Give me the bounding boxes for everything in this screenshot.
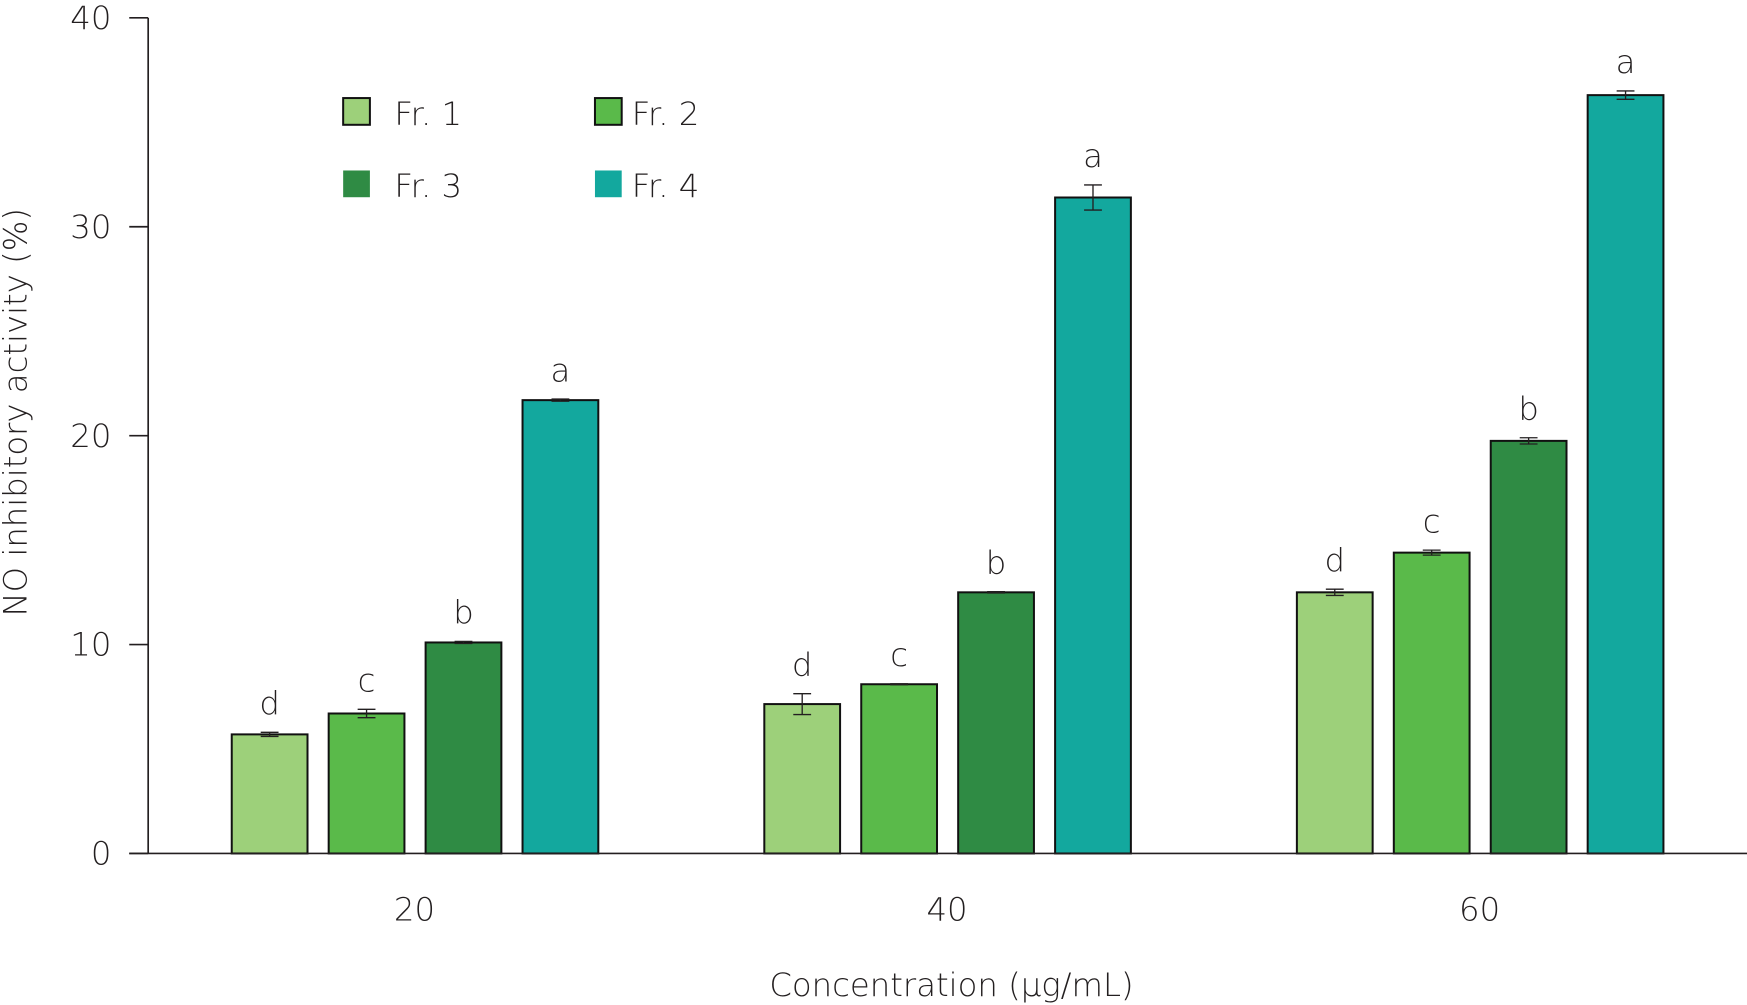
bar-fr1-40 (763, 703, 842, 855)
legend-swatch (342, 97, 371, 126)
y-tick-label: 20 (70, 417, 111, 455)
significance-letter: c (1423, 502, 1441, 540)
bar-fr3-20 (424, 641, 503, 855)
y-axis-label: NO inhibitory activity (%) (0, 208, 35, 617)
x-axis-label: Concentration (μg/mL) (769, 966, 1133, 1004)
significance-letter: b (1518, 390, 1539, 428)
significance-letter: d (792, 646, 813, 684)
significance-letter: c (890, 636, 908, 674)
y-tick-label: 30 (70, 208, 111, 246)
bar-fr3-40 (957, 591, 1035, 855)
legend: Fr. 1 Fr. 2 Fr. 3 Fr. 4 (342, 95, 700, 205)
significance-letter: d (259, 684, 280, 722)
significance-letter: a (1083, 137, 1103, 175)
bar-fr2-60 (1392, 551, 1471, 855)
legend-label: Fr. 3 (394, 167, 462, 205)
bar-fr4-20 (521, 399, 600, 855)
significance-letter: a (1616, 43, 1636, 81)
legend-swatch (343, 170, 370, 198)
legend-label: Fr. 4 (632, 167, 700, 205)
bar-fr1-20 (230, 733, 309, 855)
legend-label: Fr. 1 (394, 95, 462, 133)
bar-fr1-60 (1295, 591, 1374, 855)
x-tick-label: 60 (1459, 890, 1500, 928)
bars-layer: d d d c c c b b b a a a (230, 43, 1665, 855)
significance-letter: c (358, 661, 376, 699)
legend-swatch (594, 170, 622, 198)
legend-label: Fr. 2 (632, 95, 700, 133)
x-ticks: 20 40 60 (394, 890, 1500, 928)
legend-swatch (593, 97, 623, 126)
bar-fr3-60 (1489, 439, 1568, 855)
bar-fr4-40 (1054, 196, 1132, 855)
significance-letter: d (1325, 541, 1346, 579)
x-tick-label: 40 (926, 890, 967, 928)
significance-letter: b (453, 594, 474, 632)
significance-letter: a (551, 351, 571, 389)
y-tick-label: 10 (70, 626, 111, 664)
y-tick-label: 40 (70, 0, 111, 37)
bar-fr2-40 (860, 683, 939, 855)
y-tick-label: 0 (91, 835, 112, 873)
significance-letter: b (986, 544, 1007, 582)
x-tick-label: 20 (394, 890, 435, 928)
y-ticks: 0 10 20 30 40 (70, 0, 149, 873)
bar-fr2-20 (327, 712, 406, 855)
bar-fr4-60 (1586, 94, 1665, 855)
